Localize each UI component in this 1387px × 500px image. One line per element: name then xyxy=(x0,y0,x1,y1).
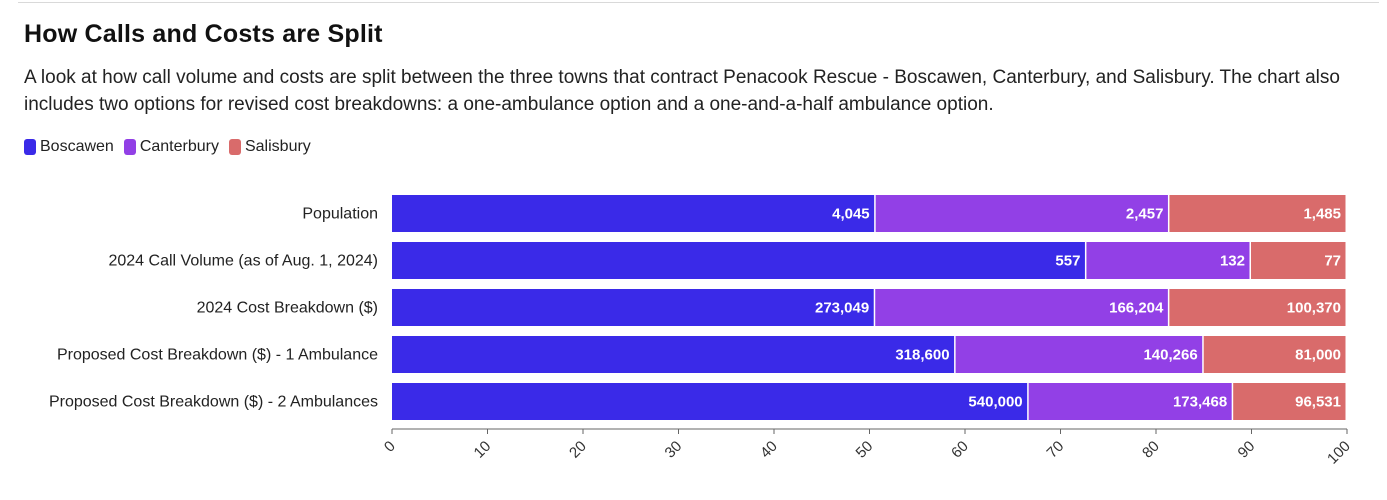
bar-value-label: 318,600 xyxy=(895,347,949,364)
bar-value-label: 77 xyxy=(1324,253,1341,270)
legend-swatch-boscawen xyxy=(24,139,36,155)
chart-title: How Calls and Costs are Split xyxy=(24,20,383,48)
x-tick-label: 30 xyxy=(662,438,686,462)
bar-canterbury xyxy=(1086,242,1250,279)
bar-salisbury xyxy=(1203,336,1346,373)
x-tick-label: 0 xyxy=(381,438,399,456)
bar-value-label: 2,457 xyxy=(1126,206,1164,223)
chart-subtitle: A look at how call volume and costs are … xyxy=(24,67,1340,115)
legend-label-boscawen: Boscawen xyxy=(40,138,114,155)
bar-value-label: 557 xyxy=(1055,253,1080,270)
legend-label-canterbury: Canterbury xyxy=(139,138,219,155)
bar-canterbury xyxy=(875,195,1168,232)
bar-value-label: 173,468 xyxy=(1173,394,1227,411)
x-tick-label: 100 xyxy=(1324,438,1354,468)
bar-canterbury xyxy=(1028,383,1232,420)
x-tick-label: 10 xyxy=(471,438,495,462)
category-label: Population xyxy=(302,206,378,223)
bar-value-label: 273,049 xyxy=(815,300,869,317)
x-tick-label: 60 xyxy=(948,438,972,462)
bar-value-label: 100,370 xyxy=(1287,300,1341,317)
bar-value-label: 1,485 xyxy=(1303,206,1341,223)
bar-salisbury xyxy=(1251,242,1346,279)
legend-swatch-canterbury xyxy=(123,139,136,155)
bar-boscawen xyxy=(392,195,875,232)
bar-salisbury xyxy=(1169,195,1346,232)
legend: Boscawen Canterbury Salisbury xyxy=(24,138,321,156)
bar-canterbury xyxy=(875,289,1168,326)
bar-value-label: 81,000 xyxy=(1295,347,1341,364)
category-label: Proposed Cost Breakdown ($) - 2 Ambulanc… xyxy=(49,394,378,411)
x-tick-label: 70 xyxy=(1044,438,1068,462)
bar-boscawen xyxy=(392,383,1028,420)
top-divider xyxy=(18,2,1379,3)
x-tick-label: 80 xyxy=(1139,438,1163,462)
bar-value-label: 540,000 xyxy=(968,394,1022,411)
x-tick-label: 20 xyxy=(566,438,590,462)
bar-value-label: 96,531 xyxy=(1295,394,1341,411)
bar-value-label: 166,204 xyxy=(1109,300,1164,317)
bar-salisbury xyxy=(1169,289,1346,326)
category-label: 2024 Cost Breakdown ($) xyxy=(197,300,378,317)
x-tick-label: 40 xyxy=(757,438,781,462)
bar-value-label: 4,045 xyxy=(832,206,870,223)
legend-item-boscawen[interactable]: Boscawen xyxy=(24,138,114,156)
legend-swatch-salisbury xyxy=(228,139,241,155)
bar-canterbury xyxy=(955,336,1203,373)
bar-salisbury xyxy=(1233,383,1346,420)
category-label: 2024 Call Volume (as of Aug. 1, 2024) xyxy=(108,253,378,270)
bar-value-label: 140,266 xyxy=(1143,347,1197,364)
legend-item-salisbury[interactable]: Salisbury xyxy=(228,138,311,156)
bar-boscawen xyxy=(392,336,955,373)
x-tick-label: 90 xyxy=(1235,438,1259,462)
x-tick-label: 50 xyxy=(853,438,877,462)
bar-boscawen xyxy=(392,289,874,326)
legend-item-canterbury[interactable]: Canterbury xyxy=(123,138,219,156)
category-label: Proposed Cost Breakdown ($) - 1 Ambulanc… xyxy=(57,347,378,364)
bar-value-label: 132 xyxy=(1220,253,1245,270)
bar-boscawen xyxy=(392,242,1085,279)
legend-label-salisbury: Salisbury xyxy=(244,138,311,155)
